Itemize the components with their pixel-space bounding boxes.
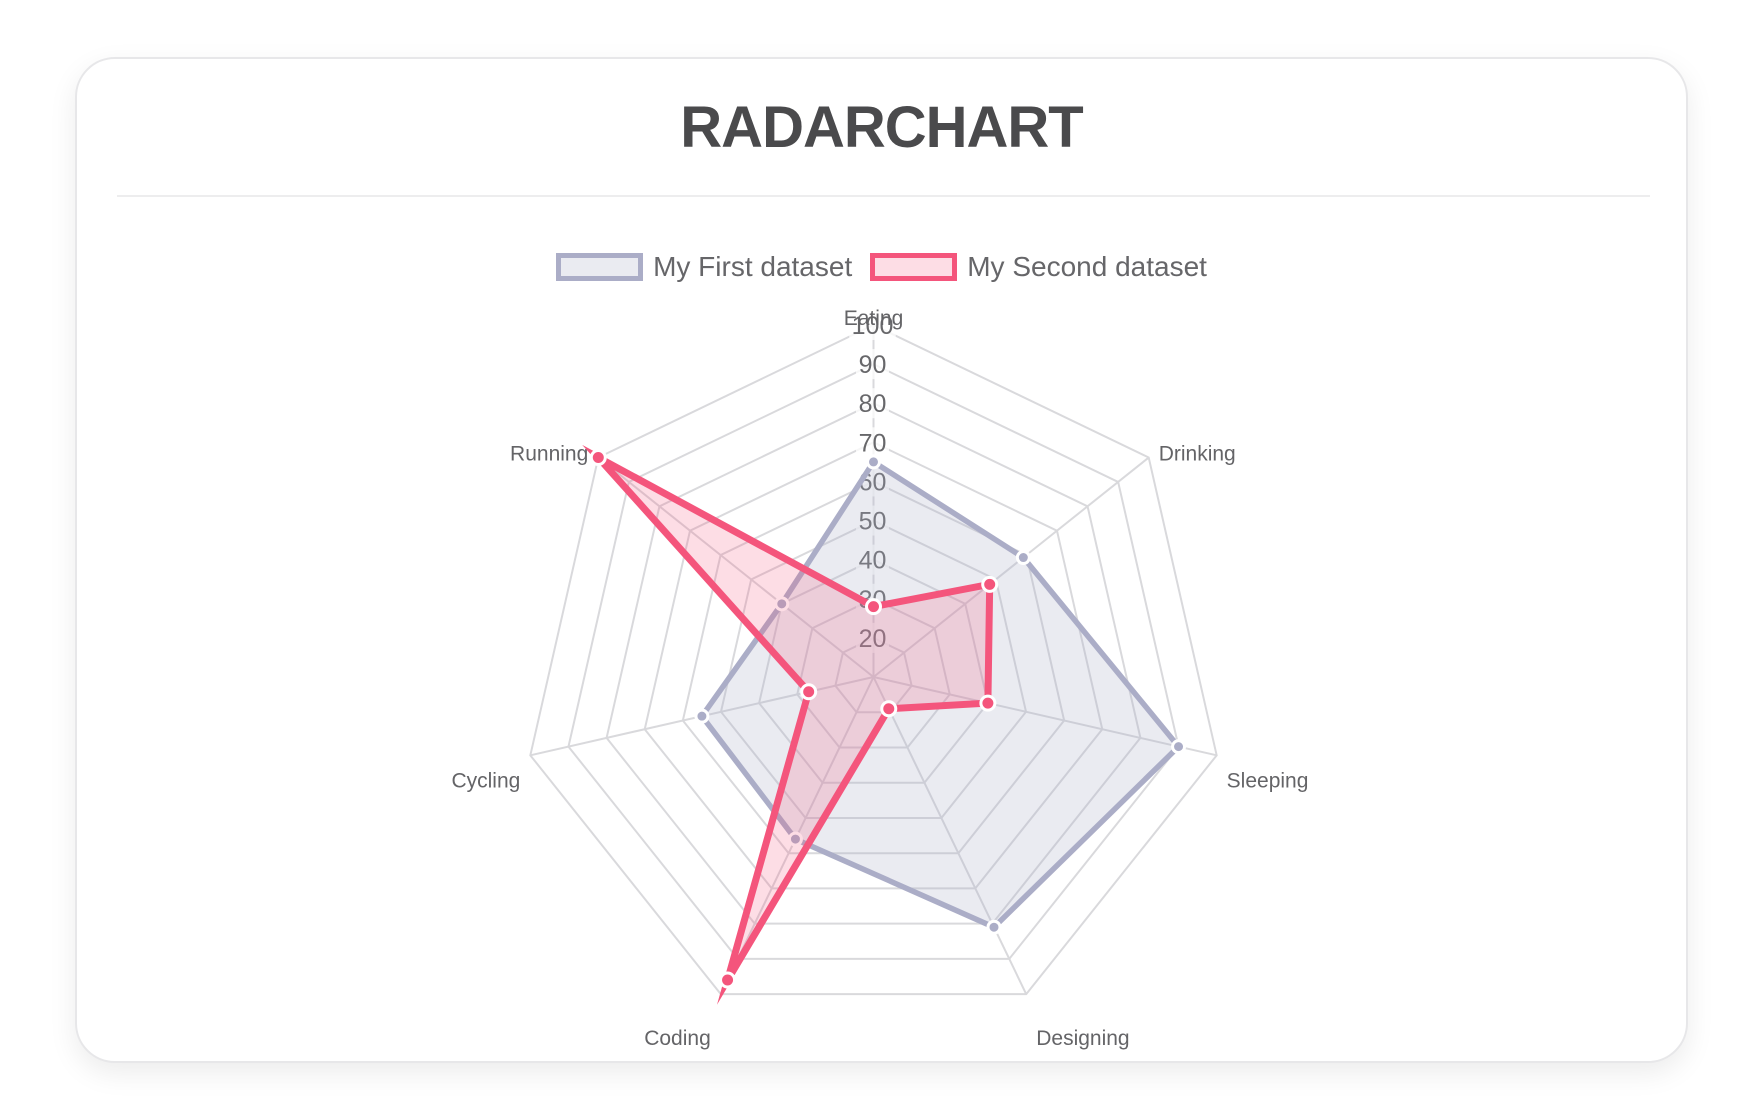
grid-ring: [796, 597, 951, 749]
axis-point-labels: Eating Drinking Sleeping Designing Coding Cyc…: [451, 307, 1308, 1050]
data-point[interactable]: [1171, 739, 1187, 755]
datasets: [582, 444, 1187, 1005]
tick-backdrop: [856, 505, 889, 536]
legend-swatch: [556, 253, 644, 281]
legend-item-1[interactable]: My Second dataset: [870, 251, 1207, 283]
tick-label: 20: [859, 625, 887, 653]
tick-label: 50: [859, 508, 887, 536]
grid-ring: [643, 441, 1104, 890]
data-point[interactable]: [880, 700, 898, 718]
chart-legend: My First dataset My Second dataset: [77, 251, 1686, 283]
data-point[interactable]: [787, 831, 803, 847]
data-point[interactable]: [979, 694, 997, 712]
dataset-line: [582, 444, 994, 1005]
tick-label: 80: [859, 390, 887, 418]
tick-backdrop: [856, 388, 889, 419]
data-point[interactable]: [589, 449, 607, 467]
data-point[interactable]: [981, 575, 999, 593]
data-point[interactable]: [774, 596, 790, 612]
title-divider: [117, 195, 1650, 197]
data-point[interactable]: [986, 919, 1002, 935]
axis-label-cycling: Cycling: [451, 769, 520, 792]
tick-label: 70: [859, 429, 887, 457]
legend-item-0[interactable]: My First dataset: [556, 251, 852, 283]
radar-grid: [529, 323, 1218, 996]
axis-line: [872, 456, 1150, 678]
tick-backdrop: [856, 349, 889, 380]
data-point[interactable]: [866, 454, 881, 470]
data-point[interactable]: [694, 708, 710, 724]
data-point[interactable]: [800, 683, 818, 701]
grid-ring: [567, 363, 1180, 960]
data-point[interactable]: [719, 971, 737, 989]
tick-backdrops: [849, 310, 896, 653]
chart-title: RADARCHART: [680, 95, 1083, 160]
axis-line: [872, 676, 1028, 995]
axis-label-drinking: Drinking: [1159, 443, 1236, 466]
tick-backdrop: [849, 310, 896, 340]
tick-label: 90: [859, 351, 887, 379]
legend-swatch: [870, 253, 958, 281]
grid-ring: [758, 558, 989, 784]
legend-label: My First dataset: [653, 251, 853, 282]
axis-label-designing: Designing: [1036, 1027, 1129, 1050]
data-point[interactable]: [865, 598, 882, 616]
grid-ring: [834, 636, 913, 714]
tick-backdrop: [856, 544, 889, 575]
grid-ring: [719, 519, 1028, 819]
axis-label-coding: Coding: [644, 1027, 711, 1050]
data-point[interactable]: [1015, 550, 1031, 566]
axis-label-running: Running: [510, 443, 588, 466]
axis-line: [597, 456, 875, 678]
grid-ring: [529, 323, 1218, 996]
grid-ring: [605, 402, 1142, 925]
axis-line: [873, 676, 1217, 757]
tick-label: 100: [852, 312, 894, 340]
axis-label-eating: Eating: [844, 307, 904, 330]
dataset-line: [698, 458, 1183, 931]
tick-backdrop: [856, 427, 889, 458]
tick-backdrop: [856, 622, 889, 653]
axis-label-sleeping: Sleeping: [1227, 769, 1309, 792]
tick-label: 40: [859, 547, 887, 575]
legend-label: My Second dataset: [967, 251, 1207, 282]
chart-card: RADARCHART My First dataset My Second dat…: [75, 57, 1688, 1063]
dataset-1: [582, 444, 999, 1005]
